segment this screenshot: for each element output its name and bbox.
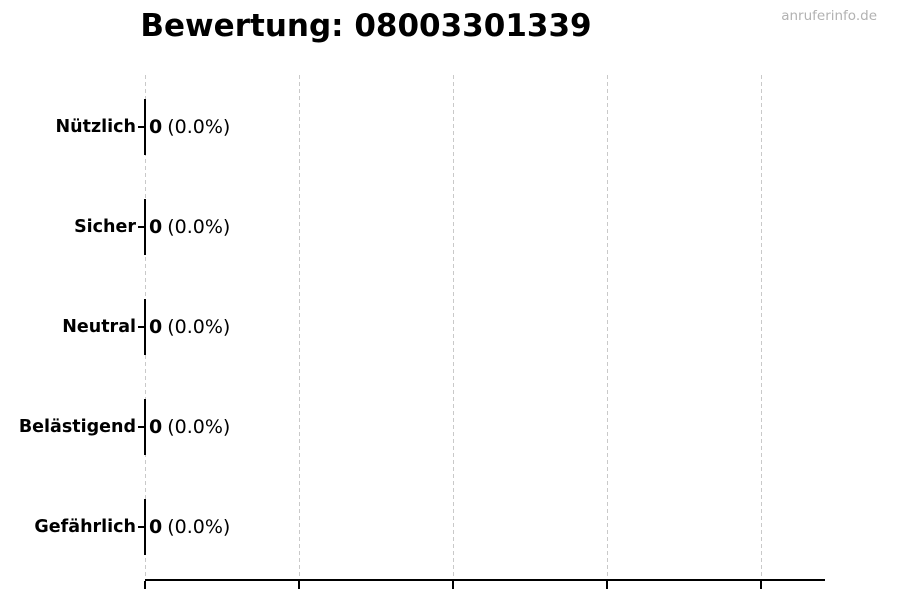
x-axis-tick: [298, 581, 300, 589]
y-axis-tick: [138, 126, 145, 128]
category-label: Gefährlich: [34, 517, 136, 537]
category-row: Sicher 0 (0.0%): [74, 199, 825, 255]
gridline: [761, 75, 762, 580]
value-percent: (0.0%): [167, 416, 231, 438]
watermark-text: anruferinfo.de: [781, 8, 877, 24]
gridline: [453, 75, 454, 580]
bar-value-label: 0 (0.0%): [149, 116, 230, 138]
chart-title: Bewertung: 08003301339: [140, 8, 592, 44]
bar-edge: [144, 399, 146, 455]
bar-edge: [144, 99, 146, 155]
value-count: 0: [149, 116, 163, 138]
bar-value-label: 0 (0.0%): [149, 416, 230, 438]
x-axis-tick: [144, 581, 146, 589]
value-count: 0: [149, 416, 163, 438]
category-label: Neutral: [62, 317, 136, 337]
x-axis-tick: [452, 581, 454, 589]
category-row: Belästigend 0 (0.0%): [19, 399, 825, 455]
bar-edge: [144, 199, 146, 255]
x-axis-line: [145, 579, 825, 581]
category-row: Gefährlich 0 (0.0%): [34, 499, 825, 555]
value-percent: (0.0%): [167, 116, 231, 138]
bar-value-label: 0 (0.0%): [149, 216, 230, 238]
gridline: [299, 75, 300, 580]
y-axis-tick: [138, 226, 145, 228]
category-label: Sicher: [74, 217, 136, 237]
y-axis-tick: [138, 426, 145, 428]
value-count: 0: [149, 516, 163, 538]
plot-area: Nützlich 0 (0.0%) Sicher 0 (0.0%) Neutral …: [19, 75, 825, 589]
value-percent: (0.0%): [167, 216, 231, 238]
y-axis-tick: [138, 326, 145, 328]
value-count: 0: [149, 316, 163, 338]
x-axis-tick: [760, 581, 762, 589]
category-label: Belästigend: [18, 417, 136, 437]
category-row: Nützlich 0 (0.0%): [56, 99, 825, 155]
bar-edge: [144, 299, 146, 355]
x-axis-tick: [606, 581, 608, 589]
bar-edge: [144, 499, 146, 555]
y-axis-tick: [138, 526, 145, 528]
value-percent: (0.0%): [167, 516, 231, 538]
bar-value-label: 0 (0.0%): [149, 516, 230, 538]
category-row: Neutral 0 (0.0%): [62, 299, 825, 355]
category-label: Nützlich: [55, 117, 137, 137]
gridline: [607, 75, 608, 580]
bar-value-label: 0 (0.0%): [149, 316, 230, 338]
value-count: 0: [149, 216, 163, 238]
value-percent: (0.0%): [167, 316, 231, 338]
